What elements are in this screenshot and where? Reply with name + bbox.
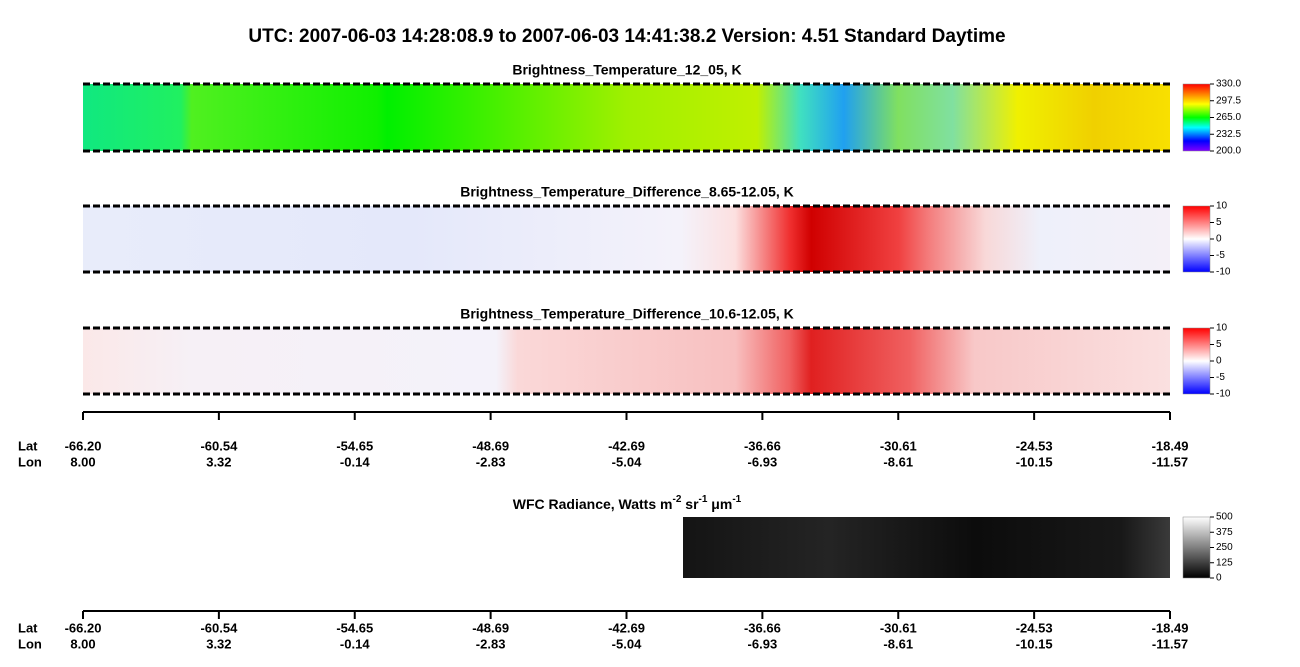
lon-label: Lon bbox=[18, 454, 42, 469]
lat-tick-label: -36.66 bbox=[744, 620, 781, 635]
lat-tick-label: -30.61 bbox=[880, 438, 917, 453]
lon-tick-label: 3.32 bbox=[206, 636, 231, 651]
title-superscript: -2 bbox=[672, 494, 681, 505]
title-superscript: -1 bbox=[699, 494, 708, 505]
lat-tick-label: -24.53 bbox=[1016, 620, 1053, 635]
colorbar-tick-label: 330.0 bbox=[1216, 79, 1241, 90]
lat-tick-label: -18.49 bbox=[1152, 620, 1189, 635]
colorbar-tick-label: -5 bbox=[1216, 250, 1225, 261]
lat-tick-label: -48.69 bbox=[472, 620, 509, 635]
colorbar-tick-label: 0 bbox=[1216, 234, 1222, 245]
title-superscript: -1 bbox=[732, 494, 741, 505]
title-part: WFC Radiance, Watts m bbox=[513, 496, 673, 512]
lat-tick-label: -18.49 bbox=[1152, 438, 1189, 453]
lat-tick-label: -54.65 bbox=[336, 438, 373, 453]
page-title: UTC: 2007-06-03 14:28:08.9 to 2007-06-03… bbox=[248, 26, 1005, 47]
lon-tick-label: -11.57 bbox=[1152, 636, 1188, 651]
swath-edges bbox=[83, 82, 1170, 396]
lon-tick-label: -11.57 bbox=[1152, 454, 1188, 469]
colorbar-tick-label: 200.0 bbox=[1216, 146, 1241, 157]
lat-label: Lat bbox=[18, 438, 38, 453]
title-part: sr bbox=[681, 496, 699, 512]
colorbar-tick-label: 265.0 bbox=[1216, 112, 1241, 123]
lat-tick-label: -66.20 bbox=[65, 438, 102, 453]
lon-tick-label: -6.93 bbox=[748, 454, 778, 469]
lon-tick-label: 3.32 bbox=[206, 454, 231, 469]
lon-tick-label: -5.04 bbox=[612, 636, 642, 651]
colorbar-tick-label: 5 bbox=[1216, 339, 1222, 350]
image bbox=[683, 517, 1170, 578]
lat-tick-label: -42.69 bbox=[608, 620, 645, 635]
colorbar-tick-label: 125 bbox=[1216, 557, 1233, 568]
lon-tick-label: -5.04 bbox=[612, 454, 642, 469]
colorbar-tick-label: 500 bbox=[1216, 512, 1233, 523]
colorbar-tick-label: 250 bbox=[1216, 542, 1233, 553]
colorbar bbox=[1182, 327, 1211, 395]
colorbar bbox=[1182, 516, 1211, 579]
lat-tick-label: -66.20 bbox=[65, 620, 102, 635]
lon-tick-label: -0.14 bbox=[340, 454, 370, 469]
image bbox=[83, 206, 1170, 272]
lat-tick-label: -30.61 bbox=[880, 620, 917, 635]
image bbox=[83, 328, 1170, 394]
lat-tick-label: -54.65 bbox=[336, 620, 373, 635]
panel-title: Brightness_Temperature_Difference_8.65-1… bbox=[460, 184, 794, 200]
image-strip bbox=[83, 82, 1170, 578]
colorbar-tick-label: -10 bbox=[1216, 267, 1231, 278]
lat-tick-label: -36.66 bbox=[744, 438, 781, 453]
title-part: μm bbox=[707, 496, 732, 512]
lat-tick-label: -60.54 bbox=[200, 620, 238, 635]
lat-tick-label: -48.69 bbox=[472, 438, 509, 453]
colorbar-tick-label: 0 bbox=[1216, 356, 1222, 367]
lon-tick-label: -10.15 bbox=[1016, 636, 1053, 651]
colorbar-tick-label: -10 bbox=[1216, 389, 1231, 400]
lon-tick-label: 8.00 bbox=[70, 454, 95, 469]
lon-tick-label: 8.00 bbox=[70, 636, 95, 651]
colorbar-tick-label: 375 bbox=[1216, 527, 1233, 538]
lon-label: Lon bbox=[18, 636, 42, 651]
lat-label: Lat bbox=[18, 620, 38, 635]
image bbox=[83, 84, 1170, 151]
colorbar-tick-label: 10 bbox=[1216, 323, 1228, 334]
colorbar-tick-label: 297.5 bbox=[1216, 95, 1241, 106]
lat-tick-label: -42.69 bbox=[608, 438, 645, 453]
colorbar-tick-label: 0 bbox=[1216, 573, 1222, 584]
lon-tick-label: -0.14 bbox=[340, 636, 370, 651]
colorbar-tick-label: -5 bbox=[1216, 372, 1225, 383]
lon-tick-label: -6.93 bbox=[748, 636, 778, 651]
lon-tick-label: -2.83 bbox=[476, 454, 506, 469]
colorbar-tick-label: 5 bbox=[1216, 217, 1222, 228]
lat-tick-label: -60.54 bbox=[200, 438, 238, 453]
panel-title: Brightness_Temperature_Difference_10.6-1… bbox=[460, 306, 794, 322]
panel-title: WFC Radiance, Watts m-2 sr-1 μm-1 bbox=[513, 494, 742, 512]
lon-tick-label: -2.83 bbox=[476, 636, 506, 651]
panel-title: Brightness_Temperature_12_05, K bbox=[512, 62, 741, 78]
colorbar-tick-label: 232.5 bbox=[1216, 129, 1241, 140]
lon-tick-label: -8.61 bbox=[883, 636, 913, 651]
colorbar-tick-label: 10 bbox=[1216, 201, 1228, 212]
lon-tick-label: -10.15 bbox=[1016, 454, 1053, 469]
lon-tick-label: -8.61 bbox=[883, 454, 913, 469]
colorbar bbox=[1182, 83, 1211, 152]
colorbar bbox=[1182, 205, 1211, 273]
lat-tick-label: -24.53 bbox=[1016, 438, 1053, 453]
